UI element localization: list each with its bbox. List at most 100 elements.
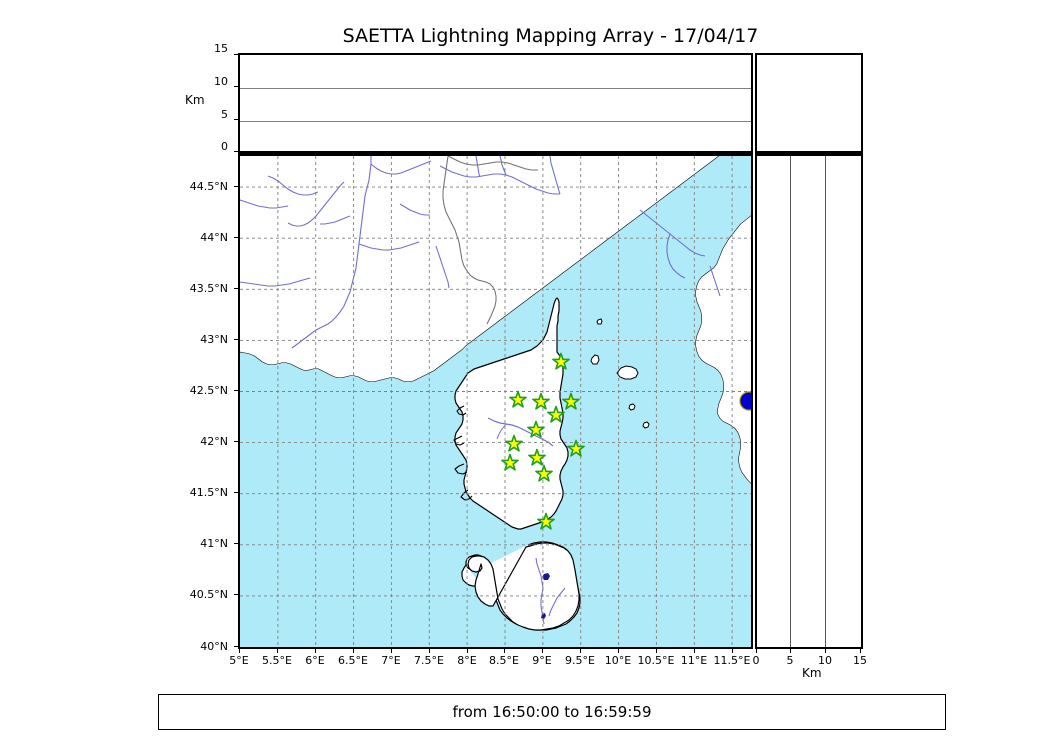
tickmark-lon-6.5 [353,649,354,653]
tickmark-lon-5 [239,649,240,653]
river-ticino [499,156,507,176]
river-arno-lower [666,233,686,279]
tickmark-lat-44.5 [234,186,238,187]
ytick-lat-43.5: 43.5°N [189,282,228,295]
ytick-alt-5: 5 [221,108,228,121]
tickmark-km-5 [790,649,791,653]
tickmark-lat-41 [234,543,238,544]
tickmark-km-10 [825,649,826,653]
lake-sardinia-1 [542,573,550,580]
tickmark-lat-42.5 [234,390,238,391]
tickmark-lon-8.5 [504,649,505,653]
river-ardeche [320,215,351,225]
political-borders [442,156,538,325]
river-tiber [709,265,721,297]
border-france-italy [442,156,497,325]
river-po-north [475,156,481,178]
map-graphic [240,156,751,647]
tickmark-alt-5 [234,119,238,120]
island-pianosa [628,403,636,411]
page-title: SAETTA Lightning Mapping Array - 17/04/1… [342,25,759,47]
river-golo-branch [496,423,507,440]
map-panel [238,153,753,649]
status-bar-text: from 16:50:00 to 16:59:59 [452,703,652,721]
tickmark-lat-42 [234,441,238,442]
land-fill-italy-west [696,216,751,483]
axis-label-km-horizontal: Km [802,666,822,680]
xtick-km-0: 0 [752,654,760,667]
gridline-km-10 [825,156,826,647]
xtick-lon-10.5: 10.5°E [637,654,675,667]
gridline-alt-5 [240,121,751,122]
tickmark-km-0 [756,649,757,653]
corsica-west-gulfs [453,405,473,501]
altitude-latitude-panel [755,153,863,649]
tickmark-lon-9 [542,649,543,653]
river-isere [399,203,430,216]
ytick-lat-44.5: 44.5°N [189,180,228,193]
river-adige [549,156,561,195]
axis-label-km-vertical: Km [185,93,205,107]
tickmark-lat-43.5 [234,288,238,289]
tickmark-lon-7 [391,649,392,653]
xtick-km-15: 15 [853,654,867,667]
status-bar: from 16:50:00 to 16:59:59 [158,694,946,730]
river-var [435,245,450,289]
tickmark-lon-8 [467,649,468,653]
sardinia-silhouette [467,542,580,631]
river-west-1 [240,199,289,209]
ytick-lat-43: 43°N [200,333,228,346]
tickmark-alt-0 [234,151,238,152]
tickmark-alt-10 [234,86,238,87]
graticule [240,156,751,647]
ytick-lat-44: 44°N [200,231,228,244]
tickmark-lat-41.5 [234,492,238,493]
tickmark-lon-11.5 [732,649,733,653]
xtick-lon-7: 7°E [381,654,401,667]
river-sardinia-tirso [535,557,544,589]
xtick-lon-6: 6°E [305,654,325,667]
river-loire-trib [267,175,319,196]
tickmark-lat-43 [234,339,238,340]
xtick-lon-11: 11°E [680,654,708,667]
tickmark-alt-15 [234,54,238,55]
tickmark-lon-5.5 [277,649,278,653]
xtick-lon-5: 5°E [229,654,249,667]
tickmark-lon-11 [694,649,695,653]
border-italy-switzerland [447,156,538,171]
xtick-km-10: 10 [818,654,832,667]
ytick-lat-40.5: 40.5°N [189,588,228,601]
tickmark-lon-10.5 [656,649,657,653]
island-montecristo [642,421,650,429]
xtick-lon-5.5: 5.5°E [262,654,292,667]
tickmark-lat-44 [234,237,238,238]
xtick-lon-7.5: 7.5°E [414,654,444,667]
island-capraia [590,354,600,365]
river-sardinia-flumendosa [548,587,566,617]
tickmark-lon-6 [315,649,316,653]
xtick-lon-11.5: 11.5°E [713,654,751,667]
tickmark-lon-7.5 [429,649,430,653]
xtick-lon-8: 8°E [457,654,477,667]
island-elba [616,365,639,380]
river-po [439,165,560,195]
island-gorgona [596,318,603,325]
ytick-alt-10: 10 [214,75,228,88]
lake-sardinia-2 [541,613,546,619]
tickmark-lat-40 [234,646,238,647]
gridline-alt-10 [240,88,751,89]
tickmark-km-15 [860,649,861,653]
river-rhone [291,156,372,349]
ytick-lat-42.5: 42.5°N [189,384,228,397]
xtick-lon-8.5: 8.5°E [489,654,519,667]
xtick-km-5: 5 [786,654,794,667]
xtick-lon-9.5: 9.5°E [565,654,595,667]
ytick-alt-15: 15 [214,42,228,55]
tickmark-lon-9.5 [580,649,581,653]
corner-panel [755,53,863,153]
tickmark-lon-10 [618,649,619,653]
xtick-lon-10: 10°E [604,654,632,667]
altitude-longitude-panel [238,53,753,153]
ytick-alt-0: 0 [221,140,228,153]
